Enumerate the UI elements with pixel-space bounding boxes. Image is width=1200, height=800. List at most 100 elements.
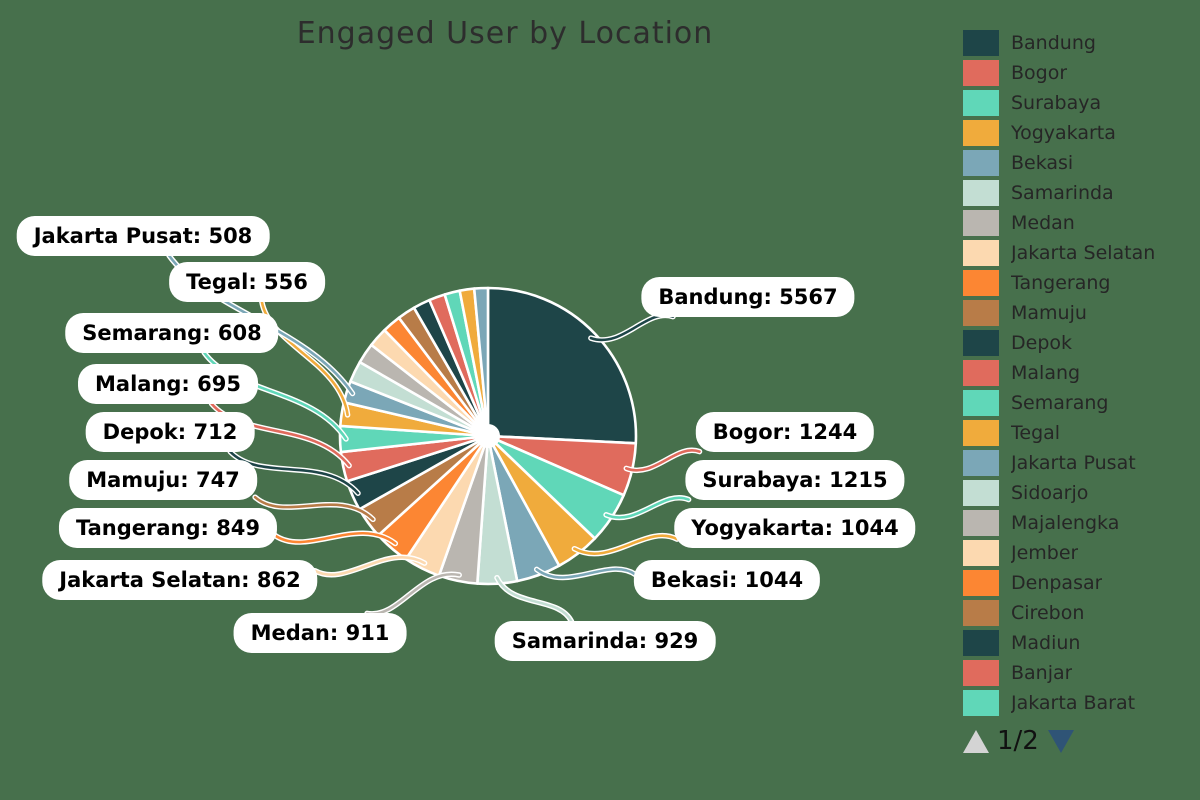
legend-page-indicator: 1/2	[997, 726, 1039, 756]
chart-title: Engaged User by Location	[296, 16, 714, 51]
leader-line-samarinda	[495, 576, 573, 623]
legend-label-malang: Malang	[1011, 362, 1081, 384]
legend-swatch-medan	[963, 210, 999, 236]
legend-label-mamuju: Mamuju	[1011, 302, 1087, 324]
legend-item-majalengka: Majalengka	[963, 508, 1195, 538]
legend-label-semarang: Semarang	[1011, 392, 1109, 414]
legend-label-jakarta-selatan: Jakarta Selatan	[1011, 242, 1156, 264]
legend-item-cirebon: Cirebon	[963, 598, 1195, 628]
callout-medan: Medan: 911	[233, 613, 407, 653]
legend-label-denpasar: Denpasar	[1011, 572, 1103, 594]
leader-line-surabaya	[604, 496, 690, 519]
callout-jakarta-pusat: Jakarta Pusat: 508	[16, 216, 270, 256]
leader-line-tangerang	[273, 532, 397, 545]
legend-swatch-jakarta-pusat	[963, 450, 999, 476]
legend-item-mamuju: Mamuju	[963, 298, 1195, 328]
callout-mamuju: Mamuju: 747	[69, 460, 257, 500]
legend: Bandung Bogor Surabaya Yogyakarta Bekasi Sama…	[963, 28, 1195, 718]
legend-swatch-yogyakarta	[963, 120, 999, 146]
legend-item-denpasar: Denpasar	[963, 568, 1195, 598]
legend-swatch-cirebon	[963, 600, 999, 626]
legend-swatch-jakarta-selatan	[963, 240, 999, 266]
legend-swatch-bandung	[963, 30, 999, 56]
legend-swatch-depok	[963, 330, 999, 356]
legend-label-yogyakarta: Yogyakarta	[1011, 122, 1116, 144]
callout-semarang: Semarang: 608	[65, 313, 279, 353]
leader-line-bekasi	[535, 567, 638, 579]
pie-slice-unlabeled-2[interactable]	[472, 286, 490, 438]
callout-tangerang: Tangerang: 849	[58, 508, 278, 548]
leader-line-halo-samarinda	[494, 574, 575, 625]
legend-item-tegal: Tegal	[963, 418, 1195, 448]
leader-line-bogor	[625, 448, 701, 472]
callout-bandung: Bandung: 5567	[641, 277, 855, 317]
legend-label-bogor: Bogor	[1011, 62, 1068, 84]
legend-item-malang: Malang	[963, 358, 1195, 388]
legend-label-medan: Medan	[1011, 212, 1075, 234]
callout-depok: Depok: 712	[85, 412, 255, 452]
legend-swatch-samarinda	[963, 180, 999, 206]
legend-item-jakarta-selatan: Jakarta Selatan	[963, 238, 1195, 268]
legend-label-jakarta-pusat: Jakarta Pusat	[1011, 452, 1136, 474]
legend-label-sidoarjo: Sidoarjo	[1011, 482, 1089, 504]
legend-item-semarang: Semarang	[963, 388, 1195, 418]
legend-swatch-bogor	[963, 60, 999, 86]
leader-line-jakarta-selatan	[313, 556, 426, 577]
legend-item-samarinda: Samarinda	[963, 178, 1195, 208]
legend-swatch-malang	[963, 360, 999, 386]
callout-yogyakarta: Yogyakarta: 1044	[674, 508, 916, 548]
legend-swatch-tangerang	[963, 270, 999, 296]
legend-swatch-majalengka	[963, 510, 999, 536]
callout-malang: Malang: 695	[78, 364, 258, 404]
legend-swatch-jember	[963, 540, 999, 566]
callout-jakarta-selatan: Jakarta Selatan: 862	[42, 560, 318, 600]
legend-label-tangerang: Tangerang	[1011, 272, 1111, 294]
legend-label-bekasi: Bekasi	[1011, 152, 1074, 174]
legend-item-banjar: Banjar	[963, 658, 1195, 688]
legend-item-jakarta-barat: Jakarta Barat	[963, 688, 1195, 718]
legend-next-icon[interactable]	[1047, 729, 1074, 753]
legend-label-madiun: Madiun	[1011, 632, 1081, 654]
legend-label-depok: Depok	[1011, 332, 1073, 354]
legend-swatch-sidoarjo	[963, 480, 999, 506]
legend-item-tangerang: Tangerang	[963, 268, 1195, 298]
legend-pagination: 1/2	[963, 726, 1074, 756]
legend-label-bandung: Bandung	[1011, 32, 1096, 54]
legend-swatch-bekasi	[963, 150, 999, 176]
callout-samarinda: Samarinda: 929	[494, 621, 716, 661]
leader-line-halo-tegal	[259, 298, 351, 418]
leader-line-yogyakarta	[573, 534, 679, 555]
legend-label-majalengka: Majalengka	[1011, 512, 1120, 534]
leader-line-depok	[228, 450, 360, 495]
legend-swatch-madiun	[963, 630, 999, 656]
leader-line-mamuju	[253, 495, 375, 521]
legend-prev-icon[interactable]	[963, 729, 989, 753]
legend-item-sidoarjo: Sidoarjo	[963, 478, 1195, 508]
callout-surabaya: Surabaya: 1215	[685, 460, 905, 500]
leader-line-tegal	[260, 300, 349, 417]
legend-item-depok: Depok	[963, 328, 1195, 358]
legend-swatch-mamuju	[963, 300, 999, 326]
legend-swatch-surabaya	[963, 90, 999, 116]
legend-label-banjar: Banjar	[1011, 662, 1073, 684]
legend-label-jakarta-barat: Jakarta Barat	[1011, 692, 1136, 714]
legend-swatch-banjar	[963, 660, 999, 686]
legend-item-bekasi: Bekasi	[963, 148, 1195, 178]
callout-tegal: Tegal: 556	[169, 262, 325, 302]
legend-item-medan: Medan	[963, 208, 1195, 238]
legend-swatch-semarang	[963, 390, 999, 416]
legend-label-jember: Jember	[1011, 542, 1079, 564]
leader-line-halo-medan	[364, 571, 462, 617]
legend-label-samarinda: Samarinda	[1011, 182, 1114, 204]
pie-slice-bandung[interactable]	[486, 286, 638, 445]
legend-item-yogyakarta: Yogyakarta	[963, 118, 1195, 148]
legend-item-madiun: Madiun	[963, 628, 1195, 658]
legend-item-surabaya: Surabaya	[963, 88, 1195, 118]
legend-label-surabaya: Surabaya	[1011, 92, 1102, 114]
callout-bekasi: Bekasi: 1044	[633, 560, 821, 600]
legend-item-jakarta-pusat: Jakarta Pusat	[963, 448, 1195, 478]
legend-swatch-denpasar	[963, 570, 999, 596]
callout-bogor: Bogor: 1244	[695, 412, 875, 452]
